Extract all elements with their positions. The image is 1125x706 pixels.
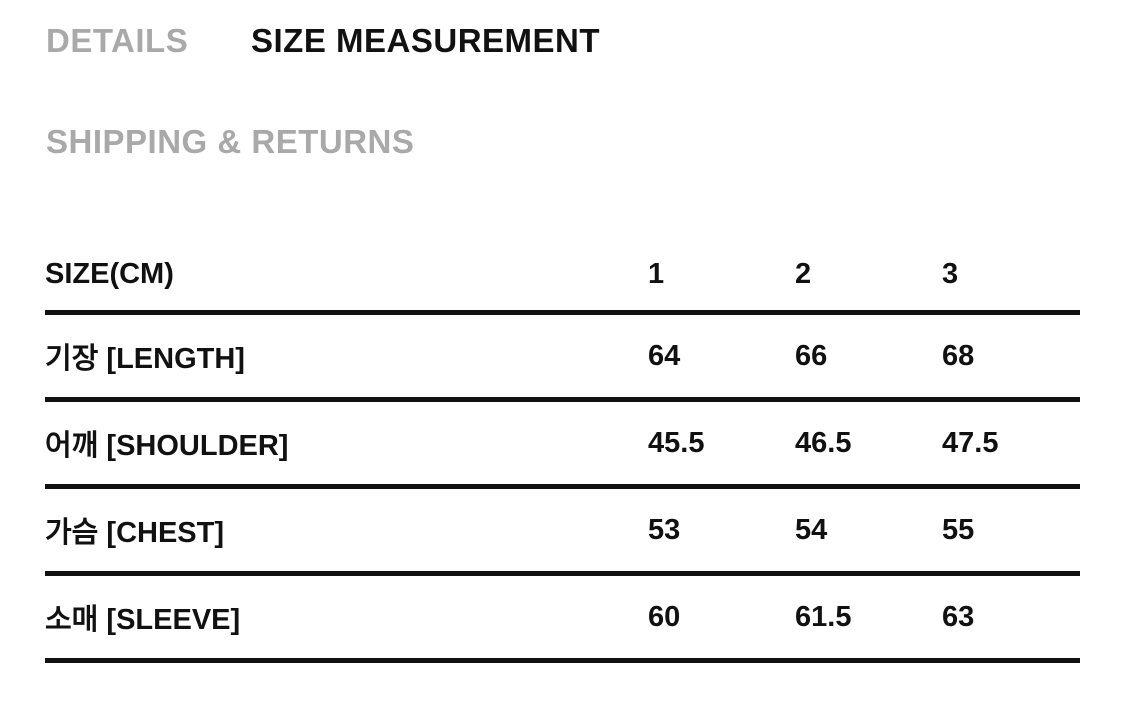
header-size-3: 3 xyxy=(942,257,959,290)
cell: 60 xyxy=(648,600,681,633)
cell: 54 xyxy=(795,513,828,546)
cell: 47.5 xyxy=(942,426,999,459)
cell: 55 xyxy=(942,513,975,546)
cell: 45.5 xyxy=(648,426,705,459)
tab-shipping-returns[interactable]: SHIPPING & RETURNS xyxy=(46,123,415,160)
table-row: 가슴 [CHEST] 53 54 55 xyxy=(45,487,1080,574)
header-size-1: 1 xyxy=(648,257,665,290)
table-row: 기장 [LENGTH] 64 66 68 xyxy=(45,313,1080,400)
cell: 61.5 xyxy=(795,600,852,633)
cell: 66 xyxy=(795,339,828,372)
cell: 64 xyxy=(648,339,681,372)
cell: 68 xyxy=(942,339,975,372)
row-label: 어깨 [SHOULDER] xyxy=(45,430,289,462)
tab-details[interactable]: DETAILS xyxy=(46,22,189,59)
cell: 63 xyxy=(942,600,975,633)
table-header: SIZE(CM) 1 2 3 xyxy=(45,240,1080,313)
row-label: 기장 [LENGTH] xyxy=(45,343,245,375)
row-label: 가슴 [CHEST] xyxy=(45,517,225,549)
cell: 46.5 xyxy=(795,426,852,459)
table-row: 소매 [SLEEVE] 60 61.5 63 xyxy=(45,574,1080,661)
tab-size-measurement[interactable]: SIZE MEASUREMENT xyxy=(251,22,601,59)
table-row: 어깨 [SHOULDER] 45.5 46.5 47.5 xyxy=(45,400,1080,487)
row-label: 소매 [SLEEVE] xyxy=(45,604,241,636)
size-table: SIZE(CM) 1 2 3 기장 [LENGTH] 64 66 68 어깨 [… xyxy=(45,240,1080,663)
header-size: SIZE(CM) xyxy=(45,257,174,290)
header-size-2: 2 xyxy=(795,257,812,290)
cell: 53 xyxy=(648,513,681,546)
